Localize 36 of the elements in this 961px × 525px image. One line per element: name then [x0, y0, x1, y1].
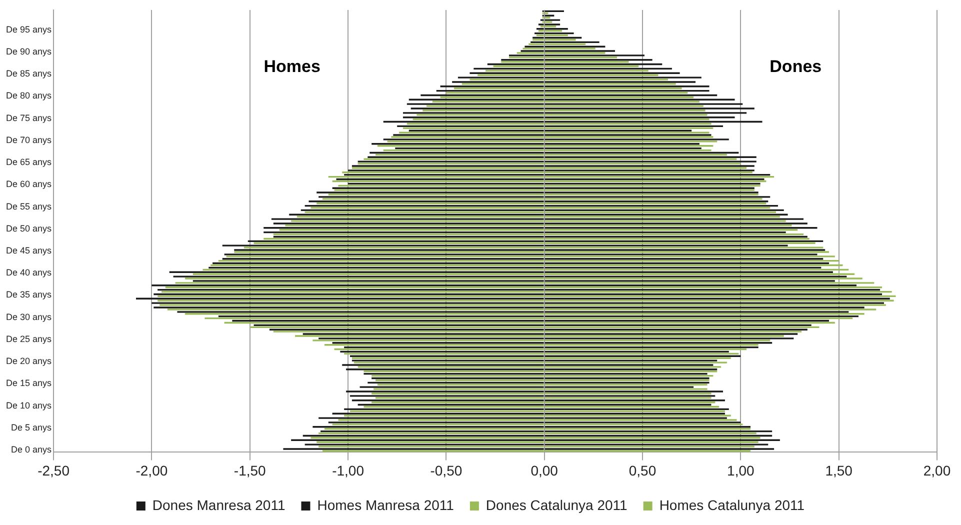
- y-tick-label: De 60 anys: [6, 179, 52, 190]
- y-tick-label: De 15 anys: [6, 378, 52, 388]
- annotation: Homes: [264, 57, 320, 76]
- legend-label: Homes Manresa 2011: [317, 496, 454, 513]
- y-tick-label: De 55 anys: [6, 201, 52, 212]
- y-tick-label: De 40 anys: [6, 268, 52, 278]
- y-tick-label: De 25 anys: [6, 334, 52, 344]
- y-tick-label: De 30 anys: [6, 312, 52, 322]
- y-tick-label: De 65 anys: [6, 157, 52, 168]
- y-tick-label: De 80 anys: [6, 90, 52, 101]
- y-tick-label: De 95 anys: [6, 24, 52, 34]
- y-tick-label: De 85 anys: [6, 68, 52, 79]
- y-tick-label: De 20 anys: [6, 356, 52, 366]
- x-tick-label: 1,00: [727, 462, 755, 478]
- x-tick-label: -2,00: [136, 462, 168, 478]
- x-tick-label: -1,50: [234, 462, 266, 478]
- legend-label: Homes Catalunya 2011: [659, 496, 805, 513]
- y-tick-label: De 5 anys: [10, 422, 52, 432]
- annotation: Dones: [770, 57, 822, 76]
- y-tick-label: De 90 anys: [6, 46, 52, 56]
- x-tick-label: -0,50: [430, 462, 462, 478]
- legend-label: Dones Manresa 2011: [152, 496, 286, 513]
- y-tick-label: De 10 anys: [6, 400, 52, 410]
- x-tick-label: 0,50: [628, 462, 656, 478]
- y-tick-label: De 50 anys: [6, 223, 52, 234]
- x-tick-label: 2,00: [923, 462, 951, 478]
- legend-label: Dones Catalunya 2011: [486, 496, 628, 513]
- y-tick-label: De 45 anys: [6, 245, 52, 256]
- x-tick-label: 1,50: [825, 462, 853, 478]
- y-tick-label: De 75 anys: [6, 112, 52, 123]
- x-tick-label: -1,00: [332, 462, 364, 478]
- x-tick-label: 0,00: [530, 462, 558, 478]
- y-tick-label: De 70 anys: [6, 134, 52, 145]
- x-tick-label: -2,50: [38, 462, 70, 478]
- y-tick-label: De 35 anys: [6, 290, 52, 300]
- y-tick-label: De 0 anys: [10, 444, 52, 454]
